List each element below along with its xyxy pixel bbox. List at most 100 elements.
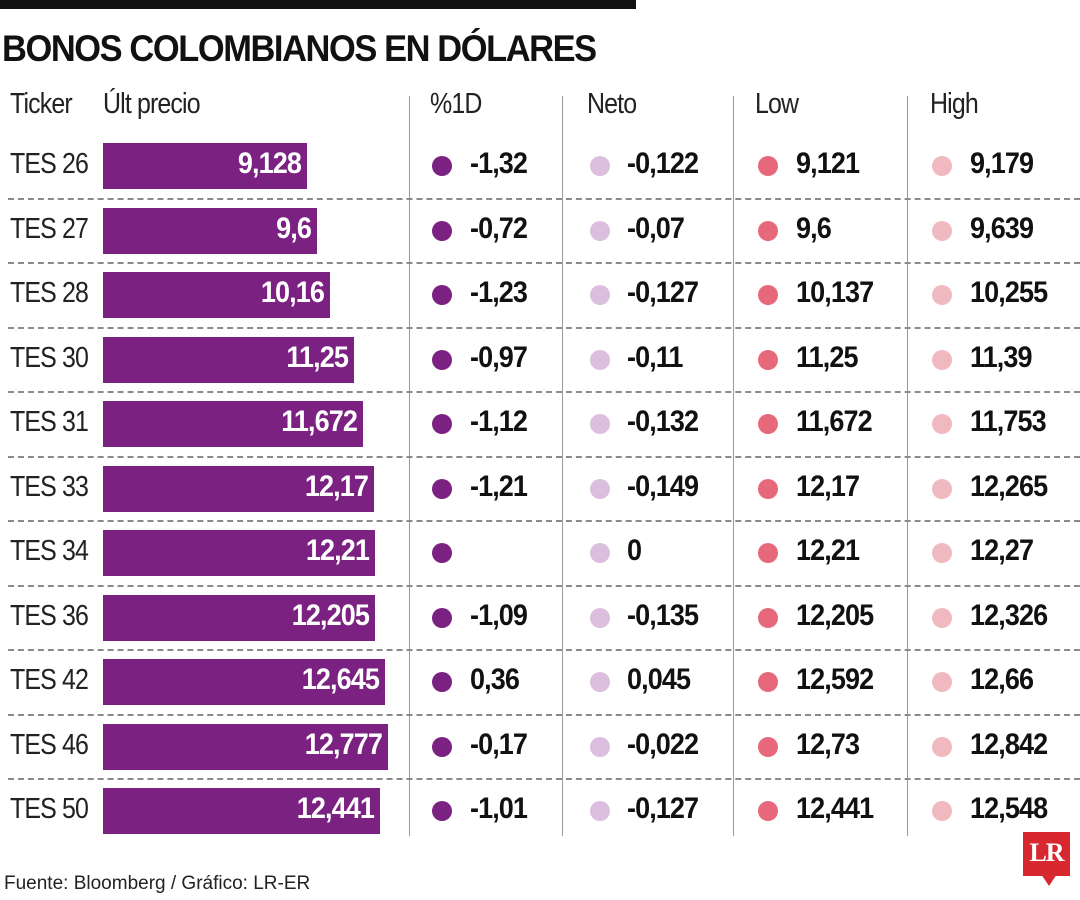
low-dot <box>758 285 778 306</box>
neto-value: -0,135 <box>627 598 699 632</box>
neto-dot <box>590 220 610 241</box>
pct1d-dot <box>432 349 452 370</box>
low-dot <box>758 607 778 628</box>
column-divider <box>733 96 734 836</box>
column-divider <box>562 96 563 836</box>
ticker-label: TES 50 <box>10 793 89 826</box>
high-value: 12,326 <box>970 598 1048 632</box>
high-dot <box>932 285 952 306</box>
neto-dot <box>590 672 610 693</box>
pct1d-value: -1,01 <box>470 792 528 826</box>
neto-value: 0,045 <box>627 663 691 697</box>
high-dot <box>932 414 952 435</box>
low-value: 12,592 <box>796 663 874 697</box>
high-dot <box>932 220 952 241</box>
pct1d-value: 0,36 <box>470 663 520 697</box>
neto-value: 0 <box>627 534 642 568</box>
neto-dot <box>590 478 610 499</box>
low-value: 9,121 <box>796 147 860 181</box>
pct1d-value: -0,72 <box>470 211 528 245</box>
row-separator <box>8 455 1080 458</box>
price-bar <box>103 272 330 319</box>
neto-value: -0,11 <box>627 340 683 374</box>
low-value: 12,17 <box>796 469 860 503</box>
pct1d-value: -1,21 <box>470 469 528 503</box>
pct1d-value: -1,09 <box>470 598 528 632</box>
lr-logo <box>1023 832 1070 876</box>
neto-value: -0,122 <box>627 147 699 181</box>
row-separator <box>8 262 1080 264</box>
pct1d-dot <box>432 543 452 564</box>
high-dot <box>932 349 952 370</box>
pct1d-dot <box>432 672 452 693</box>
high-value: 12,66 <box>970 663 1034 697</box>
neto-value: -0,127 <box>627 276 699 310</box>
low-value: 9,6 <box>796 211 832 245</box>
price-bar <box>103 723 388 770</box>
header-price: Últ precio <box>103 88 201 120</box>
price-bar <box>103 659 385 706</box>
neto-value: -0,127 <box>627 792 699 826</box>
neto-value: -0,022 <box>627 727 699 761</box>
price-bar-label: 12,17 <box>305 469 369 503</box>
low-value: 12,441 <box>796 792 874 826</box>
neto-dot <box>590 607 610 628</box>
source-note: Fuente: Bloomberg / Gráfico: LR-ER <box>4 873 311 894</box>
low-dot <box>758 801 778 822</box>
price-bar <box>103 788 381 835</box>
pct1d-value: -1,32 <box>470 147 528 181</box>
lr-logo-tail <box>1041 874 1057 886</box>
header-ticker: Ticker <box>10 88 73 120</box>
low-value: 12,21 <box>796 534 860 568</box>
header-low: Low <box>755 88 799 120</box>
ticker-label: TES 42 <box>10 664 89 697</box>
neto-dot <box>590 285 610 306</box>
row-separator <box>8 713 1080 716</box>
row-separator <box>8 584 1080 587</box>
low-dot <box>758 349 778 370</box>
price-bar-label: 12,645 <box>301 663 380 697</box>
high-value: 10,255 <box>970 276 1048 310</box>
neto-dot <box>590 414 610 435</box>
ticker-label: TES 27 <box>10 212 89 245</box>
neto-value: -0,132 <box>627 405 699 439</box>
low-dot <box>758 478 778 499</box>
high-value: 11,39 <box>970 340 1032 374</box>
top-rule <box>0 0 636 9</box>
price-bar <box>103 401 364 448</box>
low-dot <box>758 543 778 564</box>
pct1d-dot <box>432 285 452 306</box>
price-bar <box>103 594 376 641</box>
ticker-label: TES 36 <box>10 599 89 632</box>
pct1d-value: -1,12 <box>470 405 528 439</box>
price-bar <box>103 530 376 577</box>
ticker-label: TES 30 <box>10 341 89 374</box>
price-bar <box>103 336 354 383</box>
pct1d-value: -1,23 <box>470 276 528 310</box>
high-value: 12,548 <box>970 792 1048 826</box>
ticker-label: TES 34 <box>10 535 89 568</box>
price-bar-label: 9,6 <box>276 211 312 245</box>
row-separator <box>8 778 1080 780</box>
price-bar-label: 9,128 <box>237 147 301 181</box>
pct1d-dot <box>432 607 452 628</box>
high-value: 9,639 <box>970 211 1034 245</box>
neto-dot <box>590 543 610 564</box>
high-dot <box>932 736 952 757</box>
pct1d-dot <box>432 220 452 241</box>
high-dot <box>932 156 952 177</box>
high-dot <box>932 801 952 822</box>
pct1d-dot <box>432 478 452 499</box>
low-dot <box>758 672 778 693</box>
header-neto: Neto <box>587 88 637 120</box>
header-high: High <box>930 88 979 120</box>
row-separator <box>8 391 1080 393</box>
low-value: 12,73 <box>796 727 860 761</box>
high-value: 9,179 <box>970 147 1034 181</box>
price-bar-label: 11,672 <box>281 405 359 439</box>
high-dot <box>932 543 952 564</box>
price-bar <box>103 143 307 190</box>
neto-dot <box>590 156 610 177</box>
pct1d-dot <box>432 156 452 177</box>
neto-value: -0,07 <box>627 211 685 245</box>
